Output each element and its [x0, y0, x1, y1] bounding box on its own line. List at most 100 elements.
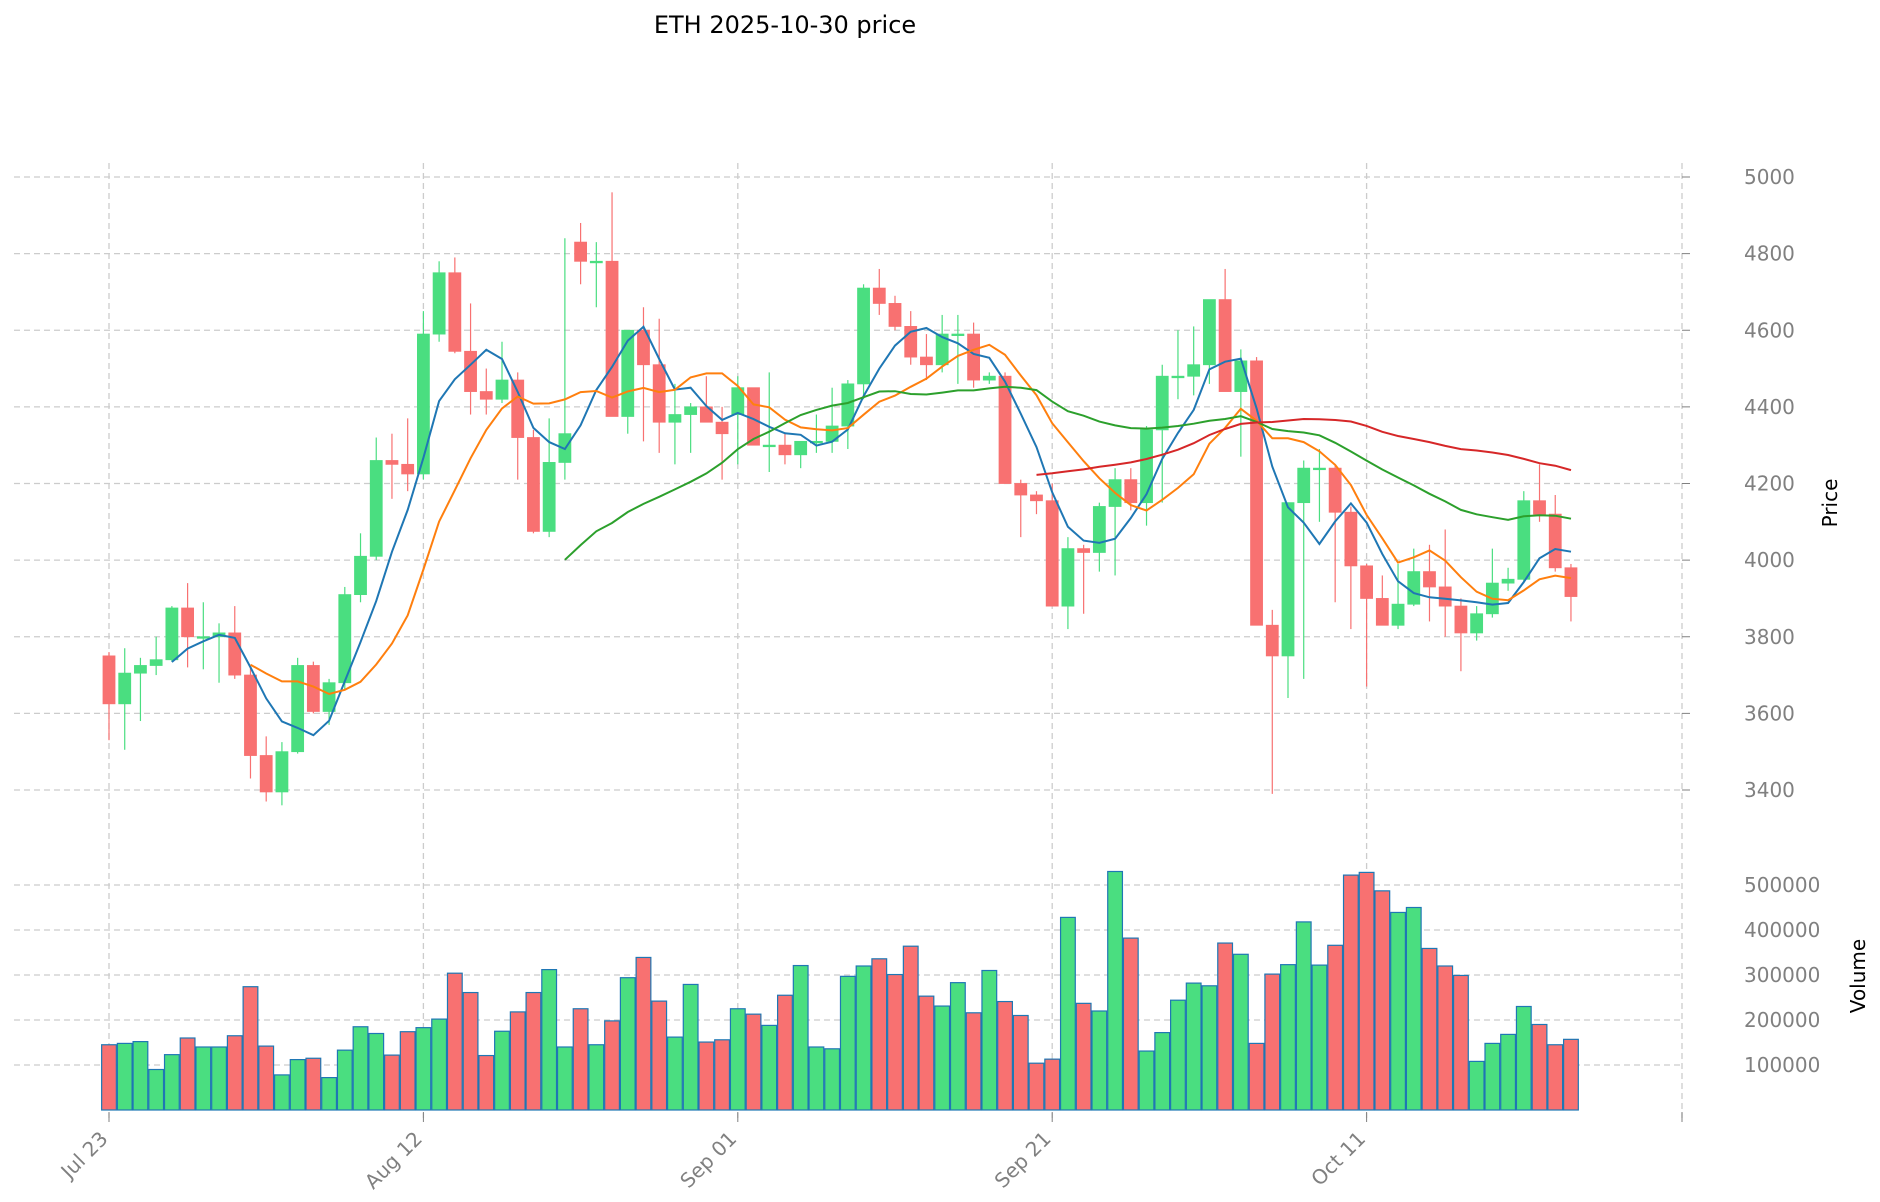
candle — [259, 736, 273, 802]
candle-body — [322, 682, 336, 712]
volume-bar — [1531, 1023, 1548, 1111]
volume-bar — [1437, 965, 1454, 1111]
candle — [322, 678, 336, 725]
candle — [1313, 449, 1326, 522]
candle-body — [432, 272, 446, 335]
volume-bar — [148, 1068, 165, 1111]
candle — [196, 602, 210, 670]
volume-bar — [855, 965, 872, 1111]
volume-bar — [1232, 953, 1249, 1111]
candle-body — [291, 665, 305, 753]
candle — [951, 314, 965, 384]
candle — [982, 372, 996, 384]
volume-bar — [808, 1046, 825, 1111]
volume-bar — [1280, 964, 1296, 1111]
candle-body — [464, 350, 477, 392]
candle-body — [684, 406, 698, 415]
volume-bar — [729, 1008, 746, 1111]
volume-bar — [714, 1039, 731, 1111]
volume-bar — [1547, 1044, 1564, 1111]
volume-bar — [666, 1036, 683, 1111]
volume-bar — [1342, 874, 1359, 1111]
candle-body — [1297, 467, 1311, 504]
volume-bar — [1185, 982, 1202, 1111]
candle-body — [369, 460, 383, 557]
price-tick-label: 4200 — [1744, 472, 1795, 496]
candle — [464, 303, 477, 415]
moving-averages — [171, 325, 1572, 737]
candle — [212, 623, 226, 683]
volume-bar — [572, 1008, 589, 1111]
candle-body — [1423, 571, 1436, 588]
volume-bar — [1484, 1042, 1501, 1111]
candle-body — [1077, 548, 1091, 553]
volume-bar — [934, 1005, 951, 1111]
candle — [1454, 598, 1468, 672]
candle-body — [401, 463, 415, 475]
candle-body — [1391, 603, 1405, 626]
candle-body — [574, 241, 587, 262]
candle-body — [872, 287, 886, 304]
candle-body — [527, 437, 540, 532]
candle — [244, 667, 257, 779]
candle — [338, 586, 352, 691]
candle-body — [1438, 586, 1452, 607]
volume-bar — [619, 977, 636, 1111]
candle — [149, 636, 163, 676]
candle-body — [1234, 360, 1248, 392]
candle — [118, 648, 132, 750]
candle — [527, 429, 540, 534]
volume-axis-label: Volume — [1846, 939, 1870, 1013]
volume-tick-label: 300000 — [1744, 963, 1820, 987]
candle — [920, 334, 933, 381]
candle — [998, 372, 1012, 484]
candle — [291, 657, 305, 754]
volume-bar — [761, 1024, 778, 1111]
candle-body — [1533, 500, 1546, 515]
candle-body — [668, 414, 682, 423]
candle — [542, 418, 556, 538]
price-tick-label: 4400 — [1744, 395, 1795, 419]
candle-body — [1092, 506, 1106, 553]
volume-bar — [211, 1046, 227, 1111]
candle — [841, 380, 855, 450]
volume-bar — [399, 1031, 416, 1111]
candle-body — [1344, 511, 1358, 567]
candle — [904, 311, 918, 365]
candle-body — [1454, 605, 1468, 634]
volume-bar — [556, 1046, 573, 1111]
volume-bar — [949, 982, 966, 1111]
candle-body — [479, 391, 493, 400]
volume-bar — [494, 1030, 510, 1111]
volume-bar — [289, 1058, 306, 1111]
candle — [1061, 537, 1075, 630]
candle — [1438, 529, 1452, 637]
volume-bar — [1201, 985, 1218, 1111]
date-tick-label: Sep 01 — [675, 1127, 741, 1193]
candle-body — [589, 260, 603, 264]
volume-bar — [368, 1032, 385, 1111]
candle-body — [951, 333, 965, 336]
price-tick-label: 4000 — [1744, 548, 1795, 572]
volume-bar — [242, 986, 259, 1111]
candle-body — [1140, 429, 1153, 504]
price-axis-ticks: 3400 3600 3800 4000 4200 4400 4600 4800 5000 — [1682, 165, 1795, 802]
price-axis-label: Price — [1818, 479, 1842, 528]
volume-bar — [1028, 1062, 1045, 1111]
volume-bar — [1327, 944, 1344, 1111]
candle — [1045, 483, 1059, 607]
candle-body — [1014, 483, 1028, 496]
volume-bars — [101, 870, 1579, 1111]
volume-bar — [1059, 916, 1076, 1111]
candle — [888, 295, 902, 331]
volume-bar — [1075, 1002, 1092, 1111]
candle — [1517, 491, 1531, 584]
candle — [810, 414, 823, 453]
volume-bar — [1012, 1014, 1029, 1111]
candle — [401, 418, 415, 492]
candle-body — [1313, 467, 1326, 471]
candle-body — [1328, 467, 1342, 513]
candle-body — [1061, 548, 1075, 607]
candle — [181, 583, 195, 668]
